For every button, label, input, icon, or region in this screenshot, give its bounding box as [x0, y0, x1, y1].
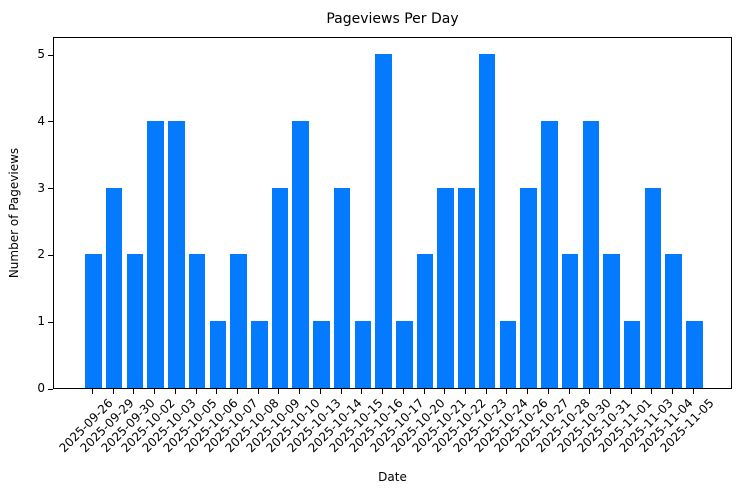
x-tick: [382, 389, 384, 394]
bar: [458, 187, 475, 388]
bar: [271, 187, 289, 388]
bar: [168, 120, 185, 388]
bar: [188, 254, 206, 388]
x-tick: [527, 389, 529, 394]
x-tick: [423, 389, 425, 394]
bar: [354, 321, 372, 388]
x-tick: [319, 389, 321, 394]
bar: [147, 120, 164, 388]
y-tick-label: 5: [37, 47, 45, 62]
x-tick: [610, 389, 611, 394]
bar: [499, 321, 517, 388]
bar: [396, 321, 413, 388]
bar: [85, 254, 102, 388]
bar: [126, 254, 144, 388]
bar: [644, 187, 662, 388]
y-tick: [48, 321, 53, 323]
x-tick: [402, 389, 404, 394]
x-tick: [154, 389, 156, 394]
x-tick: [112, 389, 114, 394]
y-tick: [48, 54, 53, 56]
bar: [478, 54, 496, 388]
x-tick: [464, 389, 466, 394]
y-axis-label: Number of Pageviews: [7, 147, 21, 279]
bar: [520, 187, 537, 388]
x-tick: [547, 389, 549, 394]
bar: [313, 321, 330, 388]
x-tick: [692, 389, 694, 394]
x-tick: [506, 389, 508, 394]
bar: [333, 187, 351, 388]
bar: [292, 120, 309, 388]
x-tick: [672, 389, 674, 394]
x-tick: [485, 389, 487, 394]
y-tick-label: 1: [37, 314, 45, 329]
bar: [623, 321, 641, 388]
chart-title: Pageviews Per Day: [326, 11, 459, 27]
bar: [686, 321, 703, 388]
x-tick: [92, 389, 93, 394]
x-tick: [651, 389, 653, 394]
bar: [209, 321, 227, 388]
x-tick: [174, 389, 176, 394]
x-tick: [361, 389, 363, 394]
y-tick: [48, 188, 53, 190]
x-tick: [589, 389, 591, 394]
x-tick: [278, 389, 280, 394]
x-tick: [340, 389, 342, 394]
bar: [375, 54, 392, 388]
bar: [416, 254, 434, 388]
y-tick: [48, 121, 53, 123]
x-tick: [299, 389, 301, 394]
bar: [105, 187, 123, 388]
bar: [582, 120, 600, 388]
bar: [251, 321, 268, 388]
x-tick: [237, 389, 239, 394]
bar: [561, 254, 579, 388]
x-tick: [216, 389, 218, 394]
bar: [437, 187, 454, 388]
bar: [541, 120, 558, 388]
x-tick: [133, 389, 135, 394]
x-tick: [195, 389, 197, 394]
x-tick: [257, 389, 259, 394]
plot-area: [53, 37, 732, 389]
bar: [603, 254, 620, 388]
x-axis-label: Date: [378, 470, 407, 484]
x-tick: [630, 389, 632, 394]
x-tick: [568, 389, 570, 394]
y-tick-label: 0: [37, 381, 45, 395]
y-tick-label: 2: [37, 247, 45, 262]
y-tick: [48, 254, 53, 256]
bar: [665, 254, 682, 388]
y-tick: [48, 388, 53, 390]
y-tick-label: 3: [37, 180, 45, 195]
x-tick: [444, 389, 446, 394]
y-tick-label: 4: [37, 113, 45, 128]
bar: [230, 254, 247, 388]
